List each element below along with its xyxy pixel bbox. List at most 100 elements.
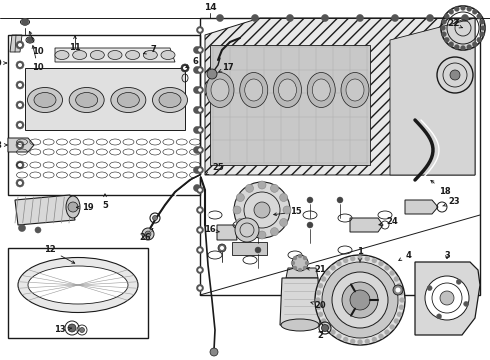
Ellipse shape	[273, 72, 301, 108]
Circle shape	[236, 194, 245, 202]
Ellipse shape	[125, 50, 140, 59]
Circle shape	[399, 305, 404, 310]
Circle shape	[280, 194, 288, 202]
Text: 14: 14	[204, 4, 216, 13]
Circle shape	[318, 312, 323, 317]
Circle shape	[18, 163, 22, 167]
Circle shape	[198, 286, 202, 290]
Circle shape	[318, 283, 323, 288]
Circle shape	[321, 319, 326, 324]
Circle shape	[234, 182, 290, 238]
Circle shape	[365, 256, 370, 261]
Circle shape	[196, 147, 203, 153]
Circle shape	[280, 219, 288, 226]
Circle shape	[330, 330, 336, 335]
Circle shape	[245, 228, 253, 236]
Circle shape	[198, 128, 202, 132]
Circle shape	[196, 126, 203, 134]
Circle shape	[394, 276, 399, 282]
Circle shape	[466, 45, 472, 50]
Circle shape	[198, 268, 202, 272]
Circle shape	[283, 206, 291, 214]
Circle shape	[372, 337, 377, 342]
Text: 24: 24	[379, 217, 398, 226]
Circle shape	[18, 63, 22, 67]
Circle shape	[198, 68, 202, 72]
Circle shape	[481, 26, 486, 31]
Text: 17: 17	[219, 63, 234, 72]
Circle shape	[287, 14, 294, 22]
Circle shape	[152, 216, 157, 220]
Text: 9: 9	[0, 58, 6, 68]
Circle shape	[18, 83, 22, 87]
Circle shape	[198, 48, 202, 52]
Circle shape	[392, 14, 398, 22]
Circle shape	[378, 261, 384, 266]
Circle shape	[270, 184, 278, 192]
Ellipse shape	[281, 319, 319, 331]
Circle shape	[254, 202, 270, 218]
Circle shape	[196, 107, 203, 113]
Text: 7: 7	[144, 45, 156, 54]
Circle shape	[449, 9, 454, 14]
Circle shape	[217, 14, 223, 22]
Ellipse shape	[341, 72, 369, 108]
Circle shape	[337, 197, 343, 203]
Circle shape	[343, 337, 348, 342]
Circle shape	[395, 288, 400, 292]
Ellipse shape	[90, 50, 104, 59]
Ellipse shape	[27, 87, 63, 112]
Circle shape	[365, 339, 370, 344]
Circle shape	[19, 225, 25, 231]
Bar	[8, 248, 148, 338]
Ellipse shape	[206, 72, 234, 108]
Circle shape	[298, 268, 302, 272]
Circle shape	[68, 202, 78, 212]
Circle shape	[450, 70, 460, 80]
Circle shape	[441, 26, 445, 31]
Text: 23: 23	[443, 198, 460, 207]
Circle shape	[441, 19, 446, 24]
Text: 8: 8	[0, 140, 7, 149]
Circle shape	[18, 181, 22, 185]
Circle shape	[196, 247, 203, 253]
Circle shape	[321, 14, 328, 22]
Ellipse shape	[278, 79, 296, 101]
Text: 16: 16	[204, 225, 219, 234]
Circle shape	[255, 222, 261, 228]
Circle shape	[207, 69, 217, 79]
Circle shape	[437, 314, 441, 319]
Circle shape	[399, 297, 405, 302]
Circle shape	[210, 348, 218, 356]
Ellipse shape	[211, 79, 229, 101]
Polygon shape	[15, 195, 75, 225]
Ellipse shape	[75, 93, 98, 108]
Polygon shape	[232, 242, 267, 255]
Text: 20: 20	[311, 301, 326, 310]
Bar	[8, 35, 200, 195]
Circle shape	[397, 283, 402, 288]
Circle shape	[245, 184, 253, 192]
Circle shape	[196, 46, 203, 54]
Ellipse shape	[144, 50, 157, 59]
Polygon shape	[205, 18, 475, 175]
Circle shape	[427, 285, 432, 291]
Ellipse shape	[312, 79, 330, 101]
Text: 10: 10	[29, 31, 44, 57]
Ellipse shape	[159, 93, 181, 108]
Circle shape	[385, 265, 390, 270]
Ellipse shape	[152, 87, 188, 112]
Ellipse shape	[111, 87, 146, 112]
Circle shape	[466, 6, 472, 12]
Ellipse shape	[28, 266, 128, 304]
Circle shape	[316, 290, 321, 295]
Ellipse shape	[69, 87, 104, 112]
Circle shape	[194, 86, 200, 94]
Circle shape	[16, 101, 24, 109]
Circle shape	[18, 123, 22, 127]
Polygon shape	[55, 48, 175, 62]
Circle shape	[196, 86, 203, 94]
Text: 13: 13	[54, 325, 72, 334]
Circle shape	[330, 265, 336, 270]
Circle shape	[291, 261, 295, 265]
